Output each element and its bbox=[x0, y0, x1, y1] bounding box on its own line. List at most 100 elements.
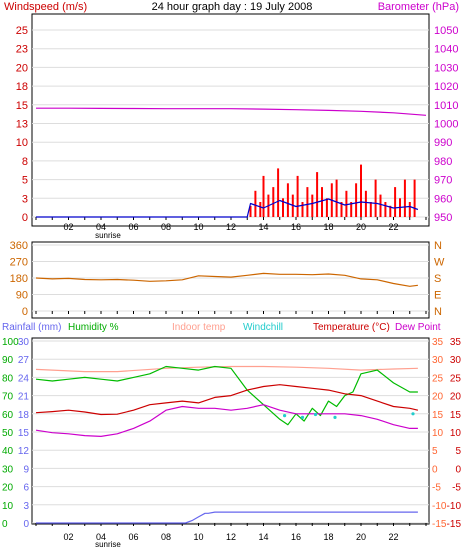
y-tick-label: 1050 bbox=[434, 25, 458, 37]
y-tick-label: 1030 bbox=[434, 62, 458, 74]
wind-barometer-panel: Windspeed (m/s) 24 hour graph day : 19 J… bbox=[4, 1, 459, 240]
temperature-humidity-series bbox=[35, 365, 419, 524]
y-tick-label: 0 bbox=[455, 464, 461, 475]
y-tick-label: N bbox=[434, 240, 442, 252]
x-tick-label: 02 bbox=[63, 222, 73, 232]
y-tick-label: 25 bbox=[432, 373, 444, 384]
x-tick-label: 18 bbox=[323, 222, 333, 232]
y-tick-label: 30 bbox=[450, 355, 462, 366]
y-tick-label: 15 bbox=[450, 410, 462, 421]
x-tick-label: 08 bbox=[161, 532, 171, 542]
y-tick-label: 20 bbox=[450, 392, 462, 403]
y-tick-label: 21 bbox=[18, 392, 30, 403]
temperature-tick-labels-outer: 35 30 25 20 15 10 5 0 -5 -10 -15 bbox=[447, 337, 462, 530]
y-tick-label: 1010 bbox=[434, 100, 458, 112]
y-tick-label: 0 bbox=[432, 464, 438, 475]
x-tick-label: 10 bbox=[193, 222, 203, 232]
rainfall-line bbox=[36, 511, 418, 524]
wind-x-tick-labels: 02 04 06 08 10 12 14 16 18 20 22 bbox=[63, 222, 398, 232]
x-tick-label: 14 bbox=[258, 532, 268, 542]
y-tick-label: 100 bbox=[2, 337, 19, 348]
y-tick-label: 8 bbox=[22, 156, 28, 168]
y-tick-label: 980 bbox=[434, 156, 452, 168]
barometer-line bbox=[36, 107, 427, 116]
y-tick-label: 0 bbox=[22, 212, 28, 224]
windchill-point bbox=[283, 414, 287, 418]
graph-title: 24 hour graph day : 19 July 2008 bbox=[152, 1, 313, 13]
x-tick-label: 22 bbox=[388, 222, 398, 232]
y-tick-label: -5 bbox=[452, 483, 461, 494]
y-tick-label: 18 bbox=[18, 410, 30, 421]
rainfall-axis-label: Rainfall (mm) bbox=[2, 322, 61, 333]
x-tick-label: 20 bbox=[356, 222, 366, 232]
windchill-point bbox=[300, 415, 305, 419]
temperature-panel-frame bbox=[31, 337, 430, 525]
y-tick-label: 20 bbox=[16, 62, 28, 74]
indoor-temp-label: Indoor temp bbox=[172, 322, 226, 333]
humidity-axis-label: Humidity % bbox=[68, 322, 119, 333]
y-tick-label: 15 bbox=[432, 410, 444, 421]
x-tick-label: 02 bbox=[63, 532, 73, 542]
y-tick-label: 5 bbox=[22, 175, 28, 187]
average-wind-line bbox=[36, 198, 419, 218]
y-tick-label: 10 bbox=[2, 501, 14, 512]
windchill-point bbox=[313, 412, 318, 417]
y-tick-label: 180 bbox=[10, 273, 28, 285]
wind-speed-tick-labels: 25 23 20 18 15 13 10 8 5 3 0 bbox=[16, 25, 28, 224]
x-tick-label: 04 bbox=[96, 222, 106, 232]
y-tick-label: 15 bbox=[18, 428, 30, 439]
x-tick-label: 12 bbox=[226, 532, 236, 542]
wind-speed-axis-label: Windspeed (m/s) bbox=[4, 1, 87, 13]
y-tick-label: 15 bbox=[16, 100, 28, 112]
y-tick-label: 13 bbox=[16, 119, 28, 131]
y-tick-label: 3 bbox=[22, 193, 28, 205]
y-tick-label: 0 bbox=[2, 519, 8, 530]
y-tick-label: 25 bbox=[16, 25, 28, 37]
temperature-tick-labels-inner: 35 30 25 20 15 10 5 0 -5 -10 -15 bbox=[432, 337, 447, 530]
wind-panel-frame bbox=[31, 13, 430, 227]
dew-point-line bbox=[35, 404, 418, 437]
y-tick-label: 950 bbox=[434, 212, 452, 224]
y-tick-label: 6 bbox=[23, 483, 29, 494]
y-tick-label: 5 bbox=[432, 446, 438, 457]
x-tick-label: 06 bbox=[128, 222, 138, 232]
x-tick-label: 08 bbox=[161, 222, 171, 232]
y-tick-label: N bbox=[434, 306, 442, 318]
barometer-tick-labels: 1050 1040 1030 1020 1010 1000 990 980 970 960 950 bbox=[434, 25, 458, 224]
y-tick-label: 18 bbox=[16, 81, 28, 93]
y-tick-label: 30 bbox=[432, 355, 444, 366]
x-tick-label: 04 bbox=[96, 532, 106, 542]
y-tick-label: 0 bbox=[23, 519, 29, 530]
y-tick-label: -10 bbox=[447, 501, 462, 512]
barometer-axis-label: Barometer (hPa) bbox=[378, 1, 459, 13]
y-tick-label: 70 bbox=[2, 392, 14, 403]
x-tick-label: 10 bbox=[193, 532, 203, 542]
temperature-humidity-panel: Rainfall (mm) Humidity % Indoor temp Win… bbox=[2, 322, 461, 549]
y-tick-label: 60 bbox=[2, 410, 14, 421]
y-tick-label: 10 bbox=[432, 428, 444, 439]
humidity-line bbox=[35, 365, 418, 426]
y-tick-label: 970 bbox=[434, 175, 452, 187]
y-tick-label: 5 bbox=[455, 446, 461, 457]
x-tick-label: 06 bbox=[128, 532, 138, 542]
direction-gridlines bbox=[32, 244, 429, 314]
x-tick-label: 16 bbox=[291, 222, 301, 232]
y-tick-label: -5 bbox=[432, 483, 441, 494]
y-tick-label: 20 bbox=[432, 392, 444, 403]
y-tick-label: 12 bbox=[18, 446, 30, 457]
y-tick-label: 40 bbox=[2, 446, 14, 457]
windchill-point bbox=[411, 412, 415, 416]
dew-point-axis-label: Dew Point bbox=[395, 322, 441, 333]
y-tick-label: 960 bbox=[434, 193, 452, 205]
y-tick-label: 80 bbox=[2, 373, 14, 384]
windchill-label: Windchill bbox=[243, 322, 283, 333]
y-tick-label: 360 bbox=[10, 240, 28, 252]
temperature-x-tick-labels: 02 04 06 08 10 12 14 16 18 20 22 bbox=[63, 532, 398, 542]
y-tick-label: 50 bbox=[2, 428, 14, 439]
y-tick-label: -10 bbox=[432, 501, 447, 512]
y-tick-label: 1000 bbox=[434, 119, 458, 131]
y-tick-label: S bbox=[434, 273, 441, 285]
